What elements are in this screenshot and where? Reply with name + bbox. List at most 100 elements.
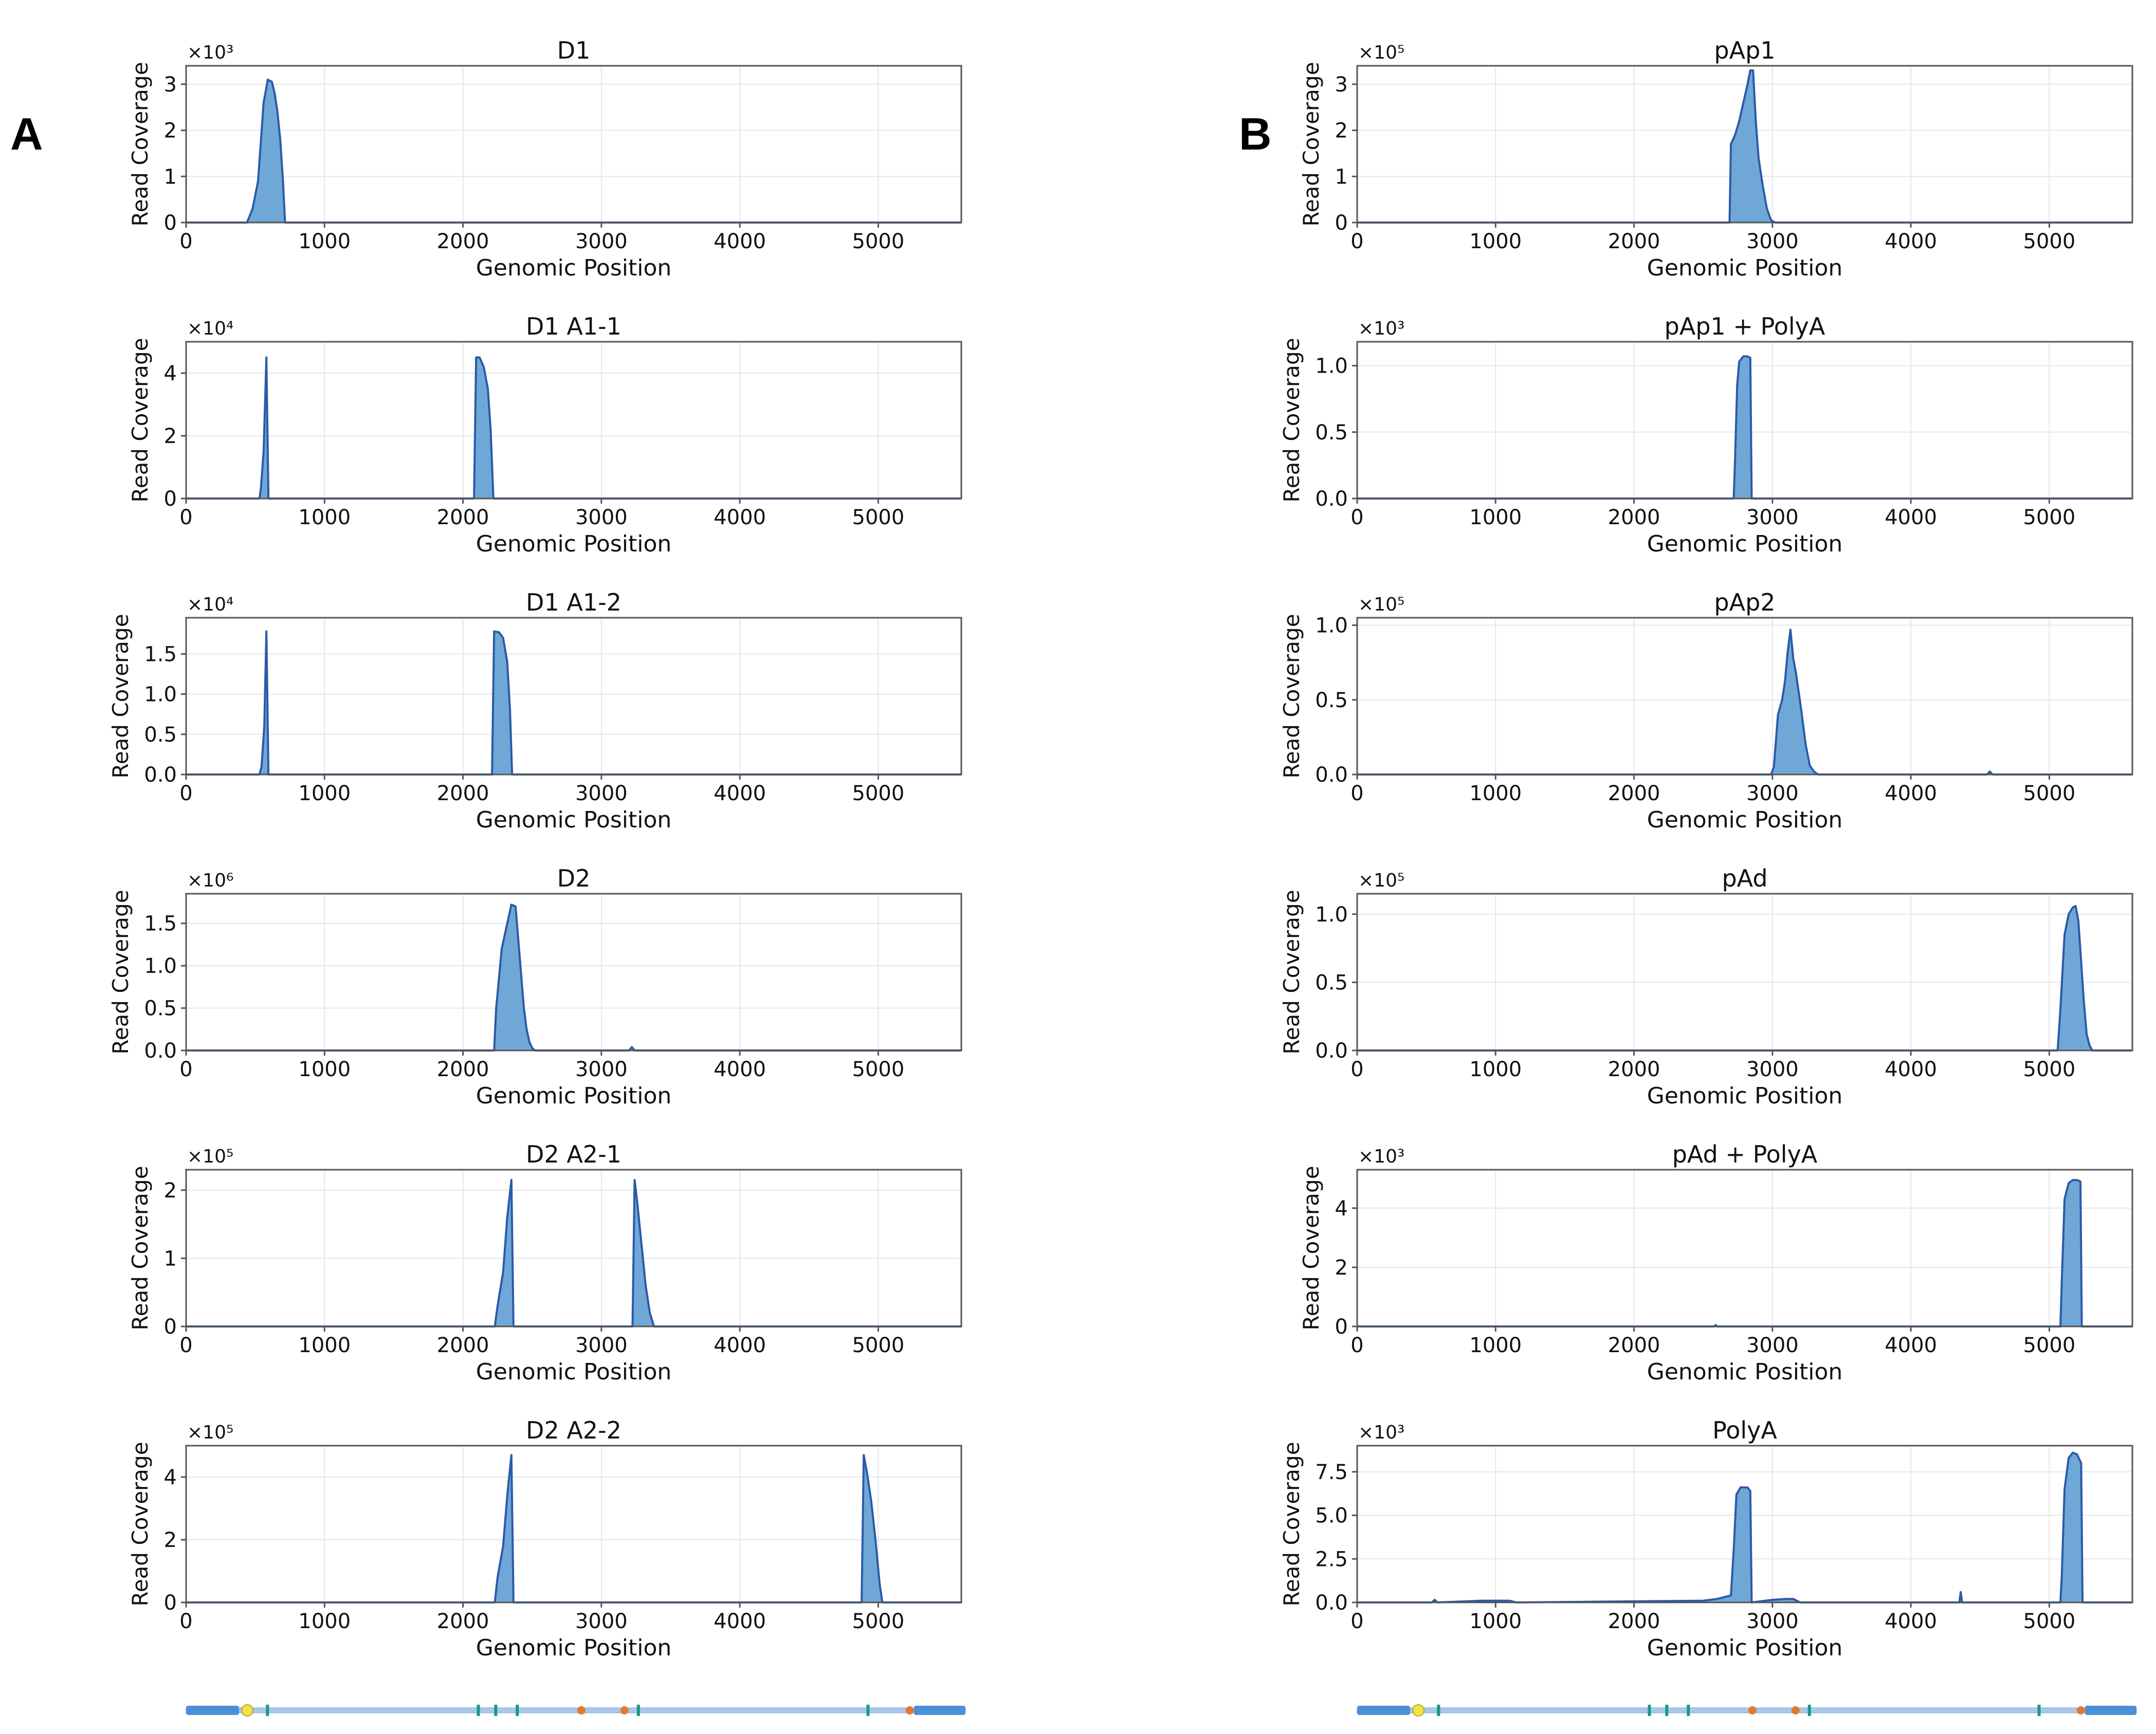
genome-map-orange-dot xyxy=(1748,1706,1757,1714)
x-tick-label: 3000 xyxy=(575,506,628,529)
y-tick-label: 2 xyxy=(164,1179,177,1203)
x-tick-label: 3000 xyxy=(575,1610,628,1633)
genome-map-line xyxy=(1357,1707,2137,1713)
y-tick-label: 3 xyxy=(164,73,177,97)
coverage-area xyxy=(186,1179,961,1326)
coverage-line xyxy=(1357,905,2132,1052)
x-tick-label: 4000 xyxy=(714,1058,766,1081)
coverage-line xyxy=(186,78,961,224)
chart-title: pAd + PolyA xyxy=(1672,1140,1818,1168)
chart-7: 0 1000 2000 3000 4000 5000 0 1 2 3 pAp1 ×10⁵ Genomic… xyxy=(1299,36,2133,281)
y-tick-label: 1.0 xyxy=(144,683,177,707)
chart-title: pAp1 + PolyA xyxy=(1665,312,1825,340)
x-tick-label: 3000 xyxy=(1746,1610,1799,1633)
coverage-line xyxy=(1357,69,2132,224)
x-axis-label: Genomic Position xyxy=(1647,1635,1843,1661)
y-axis-label: Read Coverage xyxy=(1279,890,1304,1054)
coverage-line xyxy=(1357,1179,2132,1327)
x-tick-label: 1000 xyxy=(298,1058,351,1081)
x-tick-label: 0 xyxy=(179,1334,192,1357)
x-tick-label: 2000 xyxy=(437,1334,489,1357)
x-tick-label: 2000 xyxy=(1608,1058,1660,1081)
y-tick-label: 3 xyxy=(1335,73,1348,97)
plot-frame xyxy=(185,341,962,500)
x-tick-label: 2000 xyxy=(1608,782,1660,805)
x-axis-label: Genomic Position xyxy=(1647,1359,1843,1385)
y-tick-label: 5.0 xyxy=(1315,1504,1348,1528)
coverage-area xyxy=(1357,630,2132,774)
x-tick-label: 2000 xyxy=(437,1610,489,1633)
y-tick-label: 4 xyxy=(164,1466,177,1489)
x-tick-label: 5000 xyxy=(852,506,905,529)
y-tick-label: 4 xyxy=(164,362,177,385)
x-tick-label: 2000 xyxy=(437,506,489,529)
y-tick-label: 0.5 xyxy=(144,997,177,1021)
y-tick-label: 0 xyxy=(1335,211,1348,235)
genome-map-green-tick xyxy=(866,1705,870,1716)
x-tick-label: 5000 xyxy=(852,1334,905,1357)
y-tick-label: 7.5 xyxy=(1315,1461,1348,1484)
x-tick-label: 3000 xyxy=(575,230,628,253)
y-tick-label: 1 xyxy=(1335,165,1348,189)
x-tick-label: 4000 xyxy=(714,230,766,253)
x-axis-label: Genomic Position xyxy=(476,531,672,557)
axis-multiplier: ×10³ xyxy=(1358,1422,1404,1443)
x-tick-label: 3000 xyxy=(1746,506,1799,529)
x-tick-label: 3000 xyxy=(1746,782,1799,805)
x-tick-label: 2000 xyxy=(1608,1334,1660,1357)
chart-11: 0 1000 2000 3000 4000 5000 0 2 4 pAd + PolyA ×10³ G… xyxy=(1299,1140,2133,1385)
chart-title: pAd xyxy=(1722,864,1767,892)
x-tick-label: 5000 xyxy=(2023,230,2076,253)
plot-frame xyxy=(1356,341,2133,500)
y-axis-label: Read Coverage xyxy=(1299,62,1324,226)
genome-map-orange-dot xyxy=(1791,1706,1800,1714)
x-tick-label: 1000 xyxy=(298,1610,351,1633)
genome-map-green-tick xyxy=(516,1705,519,1716)
y-axis-label: Read Coverage xyxy=(127,1442,153,1606)
x-tick-label: 0 xyxy=(179,230,192,253)
coverage-area xyxy=(1357,356,2132,499)
x-tick-label: 0 xyxy=(1350,506,1363,529)
x-tick-label: 5000 xyxy=(2023,1058,2076,1081)
x-tick-label: 1000 xyxy=(298,1334,351,1357)
chart-9: 0 1000 2000 3000 4000 5000 0.0 0.5 1.0 pAp2 ×10⁵ Ge… xyxy=(1279,588,2133,833)
y-axis-label: Read Coverage xyxy=(108,614,133,778)
chart-12: 0 1000 2000 3000 4000 5000 0.0 2.5 5.0 7.5 PolyA ×1… xyxy=(1279,1416,2133,1661)
x-tick-label: 5000 xyxy=(852,230,905,253)
chart-title: PolyA xyxy=(1712,1416,1777,1444)
y-axis-label: Read Coverage xyxy=(127,338,153,502)
genome-map-green-tick xyxy=(266,1705,269,1716)
y-tick-label: 0.0 xyxy=(1315,1591,1348,1615)
chart-title: pAp1 xyxy=(1714,36,1775,64)
y-tick-label: 1.0 xyxy=(1315,614,1348,638)
x-tick-label: 2000 xyxy=(437,230,489,253)
y-axis-label: Read Coverage xyxy=(1279,338,1304,502)
chart-2: 0 1000 2000 3000 4000 5000 0 2 4 D1 A1-1 ×10⁴ Genom… xyxy=(127,312,962,557)
x-tick-label: 5000 xyxy=(852,782,905,805)
plot-frame xyxy=(1356,1169,2133,1327)
chart-4: 0 1000 2000 3000 4000 5000 0.0 0.5 1.0 1.5 D2 ×10⁶ G… xyxy=(108,864,962,1109)
genome-map-orange-dot xyxy=(620,1706,629,1714)
coverage-line xyxy=(1357,355,2132,500)
plot-frame xyxy=(185,893,962,1052)
y-tick-label: 2 xyxy=(164,425,177,448)
y-tick-label: 0.0 xyxy=(1315,1039,1348,1063)
y-tick-label: 2.5 xyxy=(1315,1547,1348,1571)
x-axis-label: Genomic Position xyxy=(1647,807,1843,833)
x-tick-label: 2000 xyxy=(1608,230,1660,253)
x-tick-label: 5000 xyxy=(2023,506,2076,529)
y-tick-label: 0 xyxy=(164,487,177,511)
x-tick-label: 0 xyxy=(179,782,192,805)
axis-multiplier: ×10⁵ xyxy=(1358,870,1404,891)
x-tick-label: 4000 xyxy=(714,1610,766,1633)
coverage-area xyxy=(1357,1452,2132,1602)
genome-map-green-tick xyxy=(2037,1705,2041,1716)
x-tick-label: 3000 xyxy=(575,1058,628,1081)
y-tick-label: 2 xyxy=(1335,119,1348,143)
x-tick-label: 1000 xyxy=(1469,1058,1522,1081)
x-tick-label: 1000 xyxy=(1469,1334,1522,1357)
y-tick-label: 2 xyxy=(164,119,177,143)
x-tick-label: 4000 xyxy=(714,1334,766,1357)
plot-frame xyxy=(185,617,962,776)
x-tick-label: 0 xyxy=(1350,1058,1363,1081)
